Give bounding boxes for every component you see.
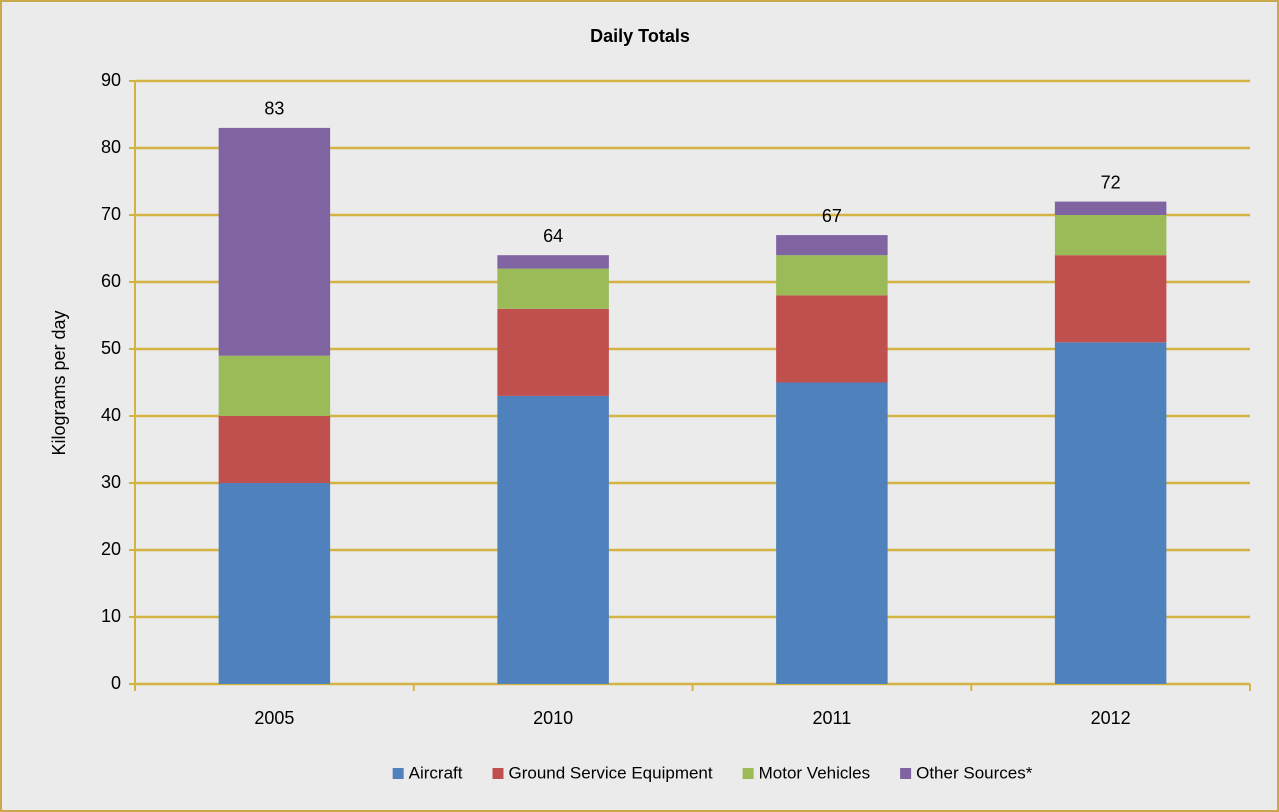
bar-segment <box>218 355 331 416</box>
y-tick-label: 80 <box>101 137 121 157</box>
legend-label: Aircraft <box>409 763 463 782</box>
bar-segment <box>497 268 609 309</box>
y-tick-label: 40 <box>101 405 121 425</box>
y-tick-label: 20 <box>101 539 121 559</box>
y-tick-label: 0 <box>111 673 121 693</box>
legend-swatch <box>392 768 404 779</box>
y-tick-label: 60 <box>101 271 121 291</box>
y-tick-label: 70 <box>101 204 121 224</box>
y-tick-label: 30 <box>101 472 121 492</box>
y-tick-label: 90 <box>101 70 121 90</box>
x-tick-label: 2012 <box>1091 708 1131 728</box>
x-tick-label: 2010 <box>533 708 573 728</box>
bar-segment <box>218 483 331 684</box>
bar-segment <box>1054 201 1167 215</box>
bar-segment <box>1054 255 1167 343</box>
bar-segment <box>776 235 888 256</box>
y-axis-label: Kilograms per day <box>49 310 69 455</box>
x-tick-label: 2005 <box>254 708 294 728</box>
chart-title: Daily Totals <box>590 26 690 46</box>
total-label: 67 <box>822 206 842 226</box>
bar-segment <box>497 308 609 396</box>
x-tick-label: 2011 <box>813 708 852 728</box>
total-label: 64 <box>543 226 563 246</box>
legend-swatch <box>900 768 912 779</box>
bar-segment <box>776 255 888 296</box>
legend-label: Motor Vehicles <box>759 763 871 782</box>
bar-segment <box>497 395 609 684</box>
bar-segment <box>776 382 888 684</box>
legend-label: Other Sources* <box>916 763 1033 782</box>
total-label: 72 <box>1101 172 1121 192</box>
legend-swatch <box>492 768 504 779</box>
legend-swatch <box>742 768 754 779</box>
bar-segment <box>218 416 331 483</box>
bar-segment <box>1054 342 1167 684</box>
bar-segment <box>497 255 609 269</box>
y-tick-label: 50 <box>101 338 121 358</box>
y-tick-label: 10 <box>101 606 121 626</box>
total-label: 83 <box>264 99 284 119</box>
bar-segment <box>776 295 888 383</box>
bar-segment <box>218 127 331 356</box>
bar-segment <box>1054 215 1167 256</box>
legend-label: Ground Service Equipment <box>509 763 713 782</box>
